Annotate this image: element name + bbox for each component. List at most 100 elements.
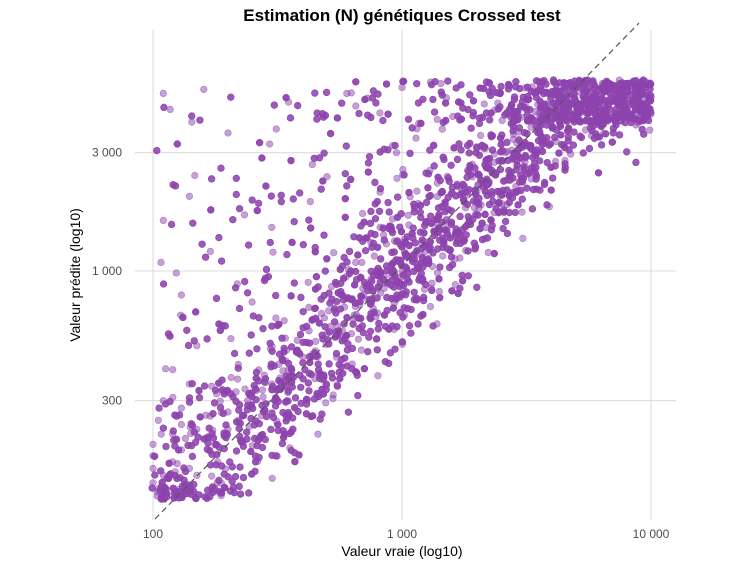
data-point: [338, 337, 346, 345]
data-point: [344, 408, 353, 416]
data-point: [176, 411, 184, 419]
data-point: [277, 384, 286, 392]
data-point: [547, 186, 555, 194]
data-point: [379, 224, 387, 232]
data-point: [286, 114, 295, 122]
data-point: [413, 80, 421, 88]
data-point: [362, 234, 370, 242]
data-point: [520, 163, 528, 171]
data-point: [561, 166, 569, 174]
data-point: [252, 368, 261, 377]
data-point: [374, 272, 382, 280]
data-point: [471, 164, 479, 172]
data-point: [346, 247, 354, 255]
data-point: [357, 273, 365, 282]
data-point: [268, 347, 276, 355]
data-point: [314, 360, 322, 368]
data-point: [502, 217, 510, 225]
data-point: [241, 278, 249, 286]
data-point: [368, 94, 377, 102]
data-point: [366, 219, 375, 227]
data-point: [171, 182, 180, 190]
data-point: [503, 109, 511, 117]
data-point: [354, 335, 363, 343]
data-point: [601, 105, 610, 114]
data-point: [435, 287, 444, 296]
data-point: [510, 93, 519, 101]
data-point: [429, 249, 437, 257]
data-point: [248, 196, 256, 204]
data-point: [299, 375, 307, 383]
data-point: [444, 193, 452, 201]
data-point: [191, 171, 199, 180]
data-point: [159, 424, 167, 432]
data-point: [615, 131, 624, 139]
data-point: [464, 272, 472, 280]
data-point: [359, 209, 367, 218]
data-point: [287, 292, 295, 300]
data-point: [532, 93, 541, 102]
data-point: [425, 193, 433, 201]
data-point: [272, 291, 280, 300]
data-point: [535, 157, 544, 165]
data-point: [526, 144, 535, 152]
data-point: [503, 186, 511, 194]
data-point: [306, 198, 314, 206]
data-point: [259, 325, 267, 333]
data-point: [370, 308, 378, 317]
data-point: [336, 305, 345, 313]
data-point: [547, 95, 555, 103]
data-point: [272, 452, 280, 460]
data-point: [330, 249, 338, 257]
data-point: [428, 81, 436, 89]
data-point: [478, 236, 487, 244]
data-point: [253, 345, 261, 353]
data-point: [227, 335, 235, 343]
data-point: [512, 78, 520, 86]
data-point: [262, 265, 271, 274]
data-point: [235, 304, 244, 313]
data-point: [487, 133, 496, 141]
data-point: [408, 124, 416, 132]
data-point: [287, 446, 295, 455]
data-point: [315, 154, 324, 162]
data-point: [393, 174, 401, 182]
data-point: [404, 211, 412, 219]
data-point: [280, 378, 288, 386]
data-point: [166, 332, 174, 340]
data-point: [332, 350, 341, 358]
data-point: [188, 118, 196, 126]
data-point: [469, 112, 477, 120]
data-point: [266, 238, 274, 247]
data-point: [428, 286, 436, 295]
data-point: [301, 366, 309, 374]
data-point: [446, 263, 454, 272]
data-point: [374, 243, 382, 251]
data-point: [157, 430, 165, 438]
data-point: [227, 93, 235, 101]
data-point: [464, 105, 472, 114]
data-point: [528, 153, 537, 161]
data-point: [297, 383, 305, 391]
data-point: [260, 277, 269, 285]
data-point: [220, 470, 228, 478]
data-point: [364, 348, 372, 356]
data-point: [255, 314, 263, 322]
data-point: [289, 195, 297, 203]
data-point: [515, 124, 524, 132]
data-point: [188, 112, 196, 120]
data-point: [543, 201, 551, 209]
data-point: [373, 346, 381, 354]
data-point: [215, 476, 223, 485]
data-point: [429, 322, 437, 330]
data-point: [410, 296, 418, 304]
data-point: [347, 267, 355, 275]
data-point: [248, 470, 256, 478]
data-point: [410, 288, 418, 296]
data-point: [245, 489, 253, 497]
data-point: [235, 482, 243, 491]
data-point: [417, 213, 425, 222]
data-point: [234, 375, 242, 383]
data-point: [177, 421, 185, 429]
